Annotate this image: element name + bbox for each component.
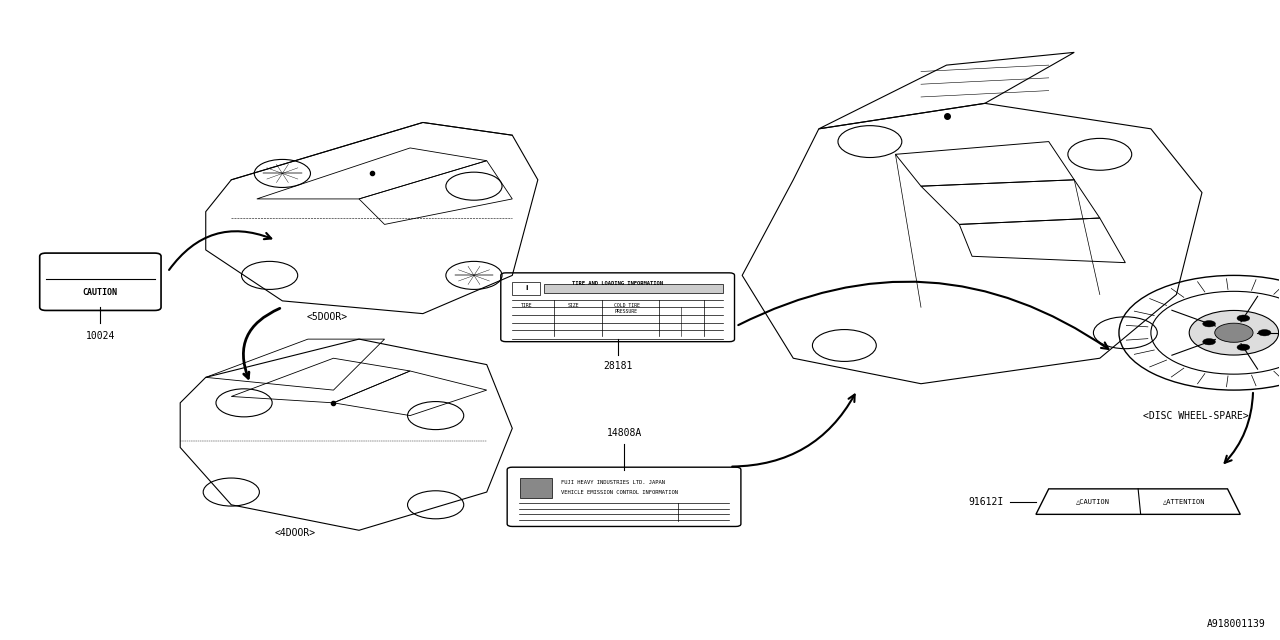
Text: 28181: 28181	[603, 362, 632, 371]
FancyArrowPatch shape	[732, 395, 855, 467]
Text: VEHICLE EMISSION CONTROL INFORMATION: VEHICLE EMISSION CONTROL INFORMATION	[561, 490, 678, 495]
FancyArrowPatch shape	[739, 282, 1108, 349]
Text: △CAUTION: △CAUTION	[1076, 499, 1111, 504]
Text: 91612I: 91612I	[969, 497, 1004, 507]
FancyArrowPatch shape	[169, 231, 271, 270]
Circle shape	[1236, 344, 1249, 351]
Bar	[520, 478, 552, 499]
Text: TIRE AND LOADING INFORMATION: TIRE AND LOADING INFORMATION	[572, 280, 663, 285]
Text: SIZE: SIZE	[567, 303, 579, 308]
Bar	[544, 284, 723, 293]
Text: COLD TIRE
PRESSURE: COLD TIRE PRESSURE	[614, 303, 640, 314]
Text: 14808A: 14808A	[607, 428, 641, 438]
Text: TIRE: TIRE	[521, 303, 532, 308]
Circle shape	[1215, 323, 1253, 342]
Text: CAUTION: CAUTION	[83, 289, 118, 298]
Text: i: i	[525, 285, 527, 291]
Text: △ATTENTION: △ATTENTION	[1164, 499, 1206, 504]
Text: <4DOOR>: <4DOOR>	[275, 529, 316, 538]
Circle shape	[1189, 310, 1279, 355]
Text: <DISC WHEEL-SPARE>: <DISC WHEEL-SPARE>	[1143, 411, 1248, 420]
Circle shape	[1258, 330, 1271, 336]
Text: A918001139: A918001139	[1207, 619, 1266, 629]
FancyArrowPatch shape	[1225, 393, 1253, 463]
Text: FUJI HEAVY INDUSTRIES LTD. JAPAN: FUJI HEAVY INDUSTRIES LTD. JAPAN	[561, 480, 664, 485]
Circle shape	[1203, 321, 1216, 327]
FancyArrowPatch shape	[243, 308, 280, 378]
Text: 10024: 10024	[86, 332, 115, 342]
Circle shape	[1203, 339, 1216, 345]
Bar	[512, 282, 540, 294]
Circle shape	[1236, 315, 1249, 321]
Text: <5DOOR>: <5DOOR>	[306, 312, 348, 322]
